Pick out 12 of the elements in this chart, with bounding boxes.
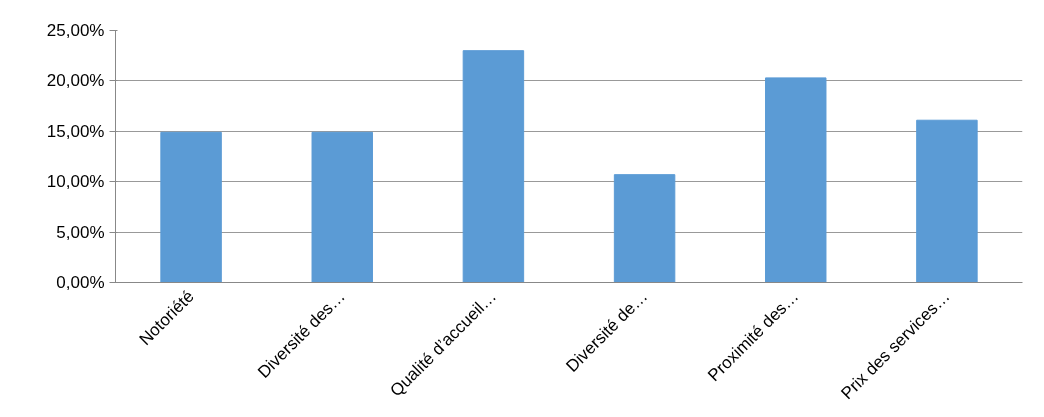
y-tick-label: 0,00% <box>56 273 105 292</box>
bar <box>462 50 525 283</box>
y-tick-label: 25,00% <box>46 21 105 40</box>
bar <box>160 131 222 283</box>
y-tick-label: 15,00% <box>46 121 105 141</box>
bar <box>613 174 676 283</box>
y-tick-label: 20,00% <box>46 71 105 91</box>
y-tick-label: 5,00% <box>56 222 105 242</box>
bar <box>916 119 978 283</box>
bar <box>765 77 827 283</box>
bar <box>311 131 373 283</box>
y-tick-label: 10,00% <box>46 172 105 192</box>
